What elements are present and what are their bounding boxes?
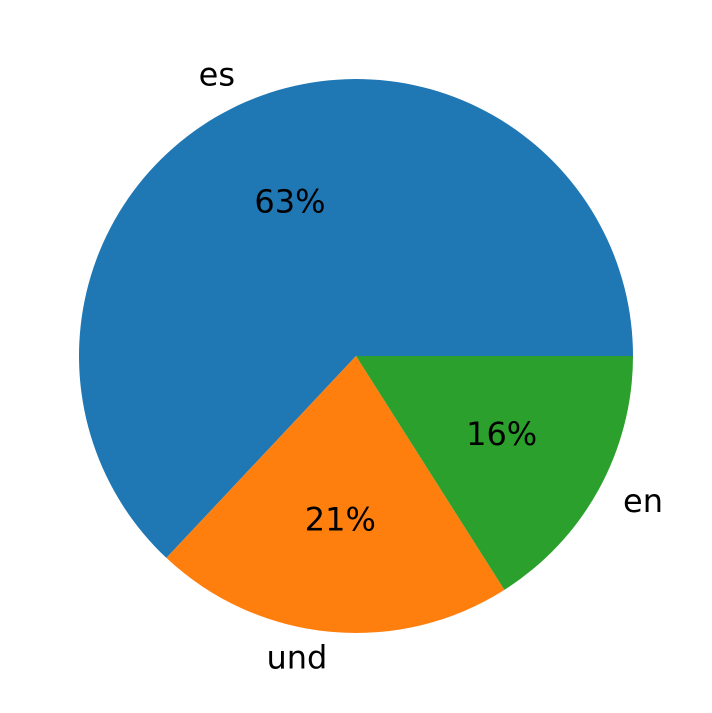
pie-slice [356, 356, 633, 590]
pie-slice [166, 356, 505, 633]
slice-label: es [199, 55, 235, 93]
slice-label: en [623, 482, 663, 520]
pie-slice [79, 79, 633, 558]
slice-label: und [266, 638, 327, 676]
percent-label: 63% [254, 182, 325, 220]
percent-label: 16% [466, 415, 537, 453]
percent-label: 21% [305, 500, 376, 538]
